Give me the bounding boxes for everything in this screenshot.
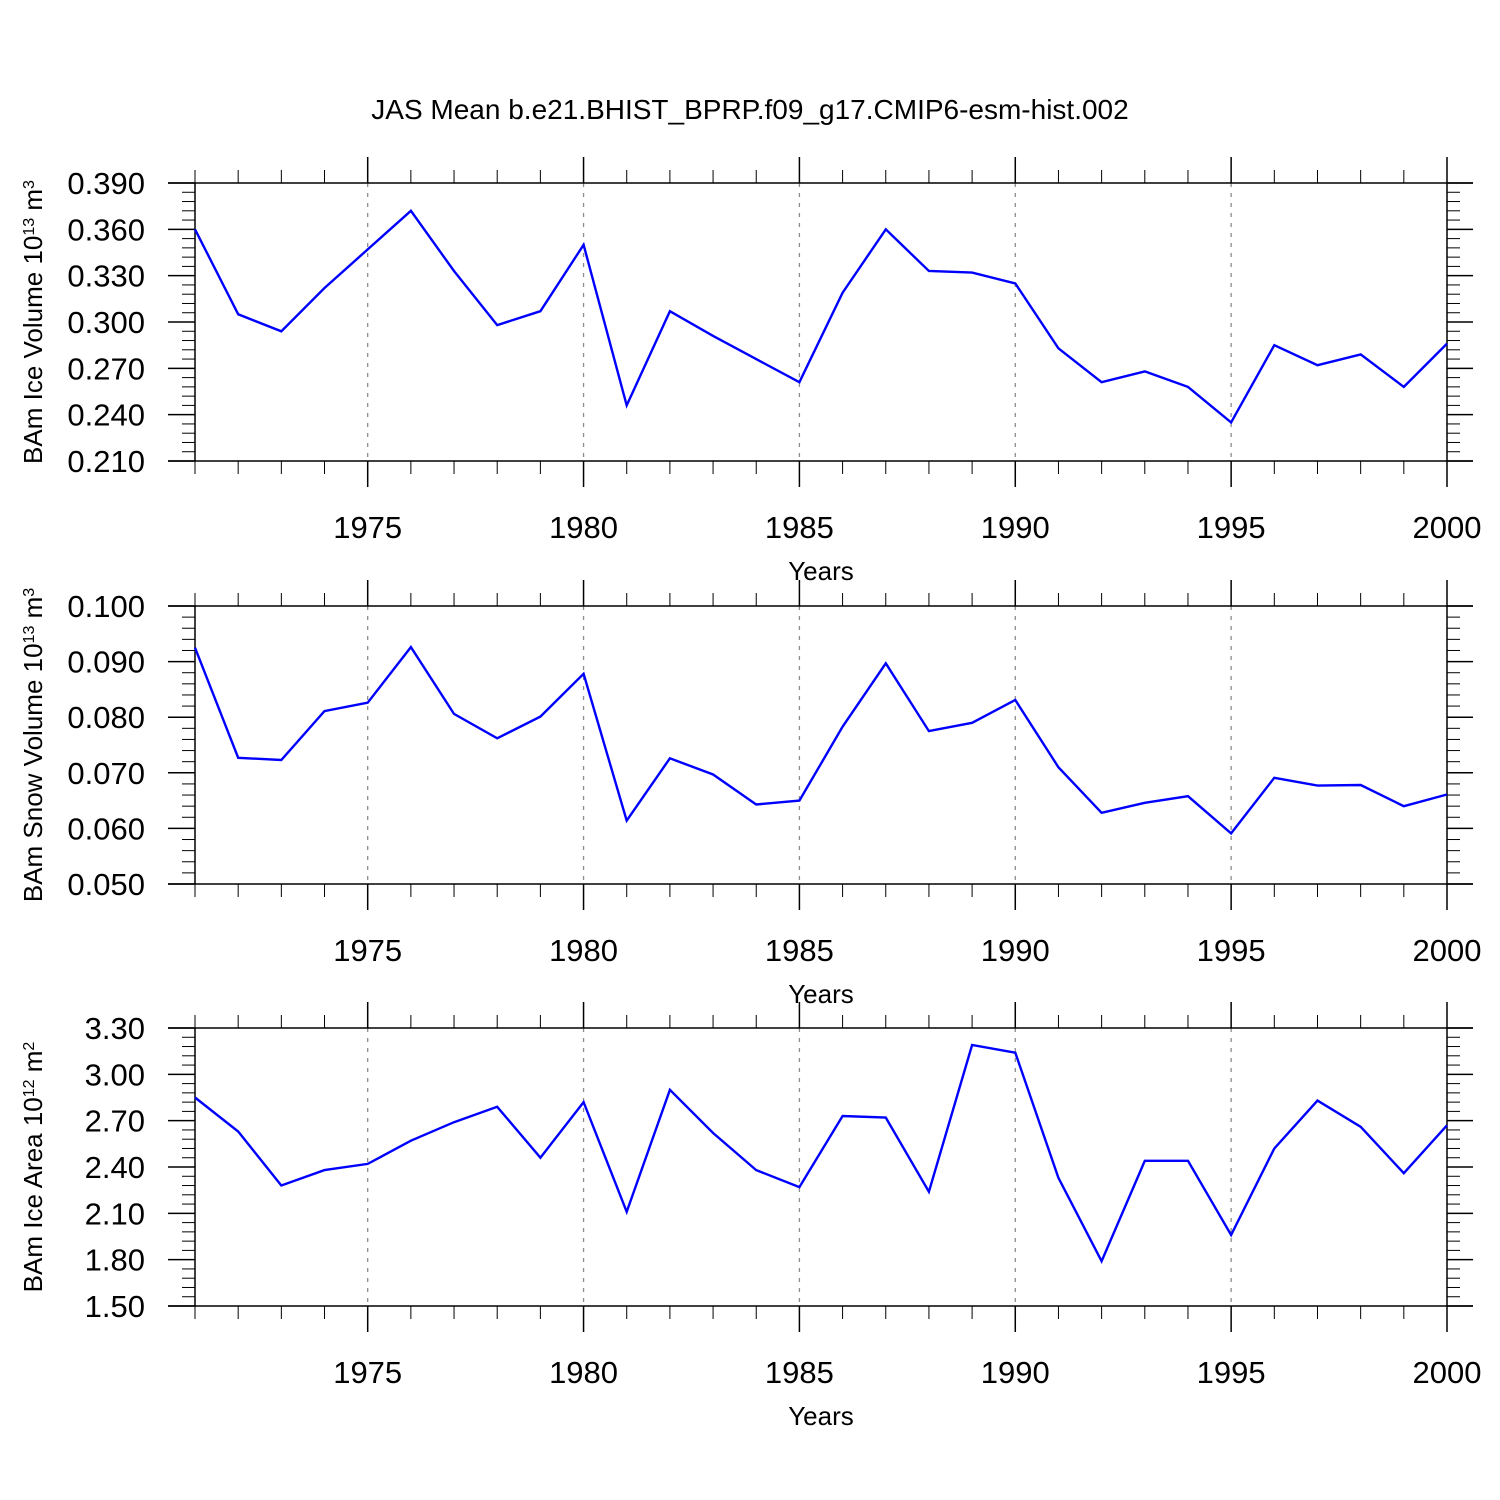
x-tick-label: 1975	[333, 1355, 402, 1390]
y-tick-label: 0.210	[67, 444, 145, 479]
y-tick-label: 0.300	[67, 305, 145, 340]
x-tick-label: 1975	[333, 933, 402, 968]
y-axis-title-text: m	[18, 189, 48, 218]
y-tick-label: 0.070	[67, 756, 145, 791]
x-tick-label: 1990	[981, 1355, 1050, 1390]
x-axis-title: Years	[788, 1401, 854, 1431]
x-tick-label: 1980	[549, 510, 618, 545]
series-line	[193, 645, 1448, 836]
y-axis-title-superscript: 12	[21, 1079, 38, 1097]
x-axis-title: Years	[788, 979, 854, 1009]
x-tick-label: 2000	[1413, 1355, 1482, 1390]
y-tick-label: 0.060	[67, 811, 145, 846]
y-axis-title-superscript: 13	[21, 218, 38, 236]
y-axis-title-text: BAm Ice Volume 10	[18, 236, 48, 464]
y-tick-label: 0.080	[67, 700, 145, 735]
y-axis-title-text: BAm Snow Volume 10	[18, 643, 48, 902]
x-tick-label: 1995	[1197, 1355, 1266, 1390]
figure-title: JAS Mean b.e21.BHIST_BPRP.f09_g17.CMIP6-…	[371, 94, 1128, 125]
x-tick-label: 2000	[1413, 933, 1482, 968]
y-axis-title-text: BAm Ice Area 10	[18, 1097, 48, 1292]
y-axis-title-superscript: 13	[21, 626, 38, 644]
y-tick-label: 0.090	[67, 645, 145, 680]
x-tick-label: 1985	[765, 510, 834, 545]
series-line	[193, 209, 1448, 425]
panel-2: 0.050 0.060 0.070 0.080 0.090 0.100 1975 1980 19…	[18, 580, 1481, 1009]
x-tick-label: 1985	[765, 933, 834, 968]
y-tick-label: 0.330	[67, 259, 145, 294]
x-tick-label: 1985	[765, 1355, 834, 1390]
y-axis-title-text: m	[18, 1051, 48, 1080]
series-line	[194, 1043, 1448, 1265]
x-tick-label: 2000	[1413, 510, 1482, 545]
y-axis-title-superscript: 3	[21, 588, 38, 597]
x-tick-label: 1990	[981, 933, 1050, 968]
y-tick-label: 1.50	[85, 1289, 145, 1324]
x-axis-title: Years	[788, 556, 854, 586]
x-tick-label: 1995	[1197, 510, 1266, 545]
x-tick-label: 1995	[1197, 933, 1266, 968]
panel-3: 1.50 1.80 2.10 2.40 2.70 3.00 3.30 1975 1980 1985…	[18, 1002, 1481, 1431]
y-tick-label: 2.10	[85, 1196, 145, 1231]
y-axis-title-superscript: 2	[21, 1042, 38, 1051]
y-axis-title: BAm Ice Volume 1013 m3	[18, 180, 48, 464]
y-tick-label: 1.80	[85, 1243, 145, 1278]
panel-1: 0.210 0.240 0.270 0.300 0.330 0.360 0.390 1975 1…	[18, 157, 1481, 586]
y-axis-title: BAm Snow Volume 1013 m3	[18, 588, 48, 902]
x-tick-label: 1975	[333, 510, 402, 545]
x-tick-label: 1990	[981, 510, 1050, 545]
x-tick-label: 1980	[549, 933, 618, 968]
y-tick-label: 0.100	[67, 589, 145, 624]
y-tick-label: 3.00	[85, 1057, 145, 1092]
y-tick-label: 3.30	[85, 1011, 145, 1046]
y-tick-label: 0.240	[67, 398, 145, 433]
y-tick-label: 0.390	[67, 166, 145, 201]
y-axis-title: BAm Ice Area 1012 m2	[18, 1042, 48, 1293]
y-tick-label: 2.70	[85, 1104, 145, 1139]
y-tick-label: 2.40	[85, 1150, 145, 1185]
x-tick-label: 1980	[549, 1355, 618, 1390]
y-axis-title-superscript: 3	[21, 180, 38, 189]
y-tick-label: 0.270	[67, 351, 145, 386]
y-tick-label: 0.360	[67, 212, 145, 247]
y-tick-label: 0.050	[67, 867, 145, 902]
y-axis-title-text: m	[18, 597, 48, 626]
